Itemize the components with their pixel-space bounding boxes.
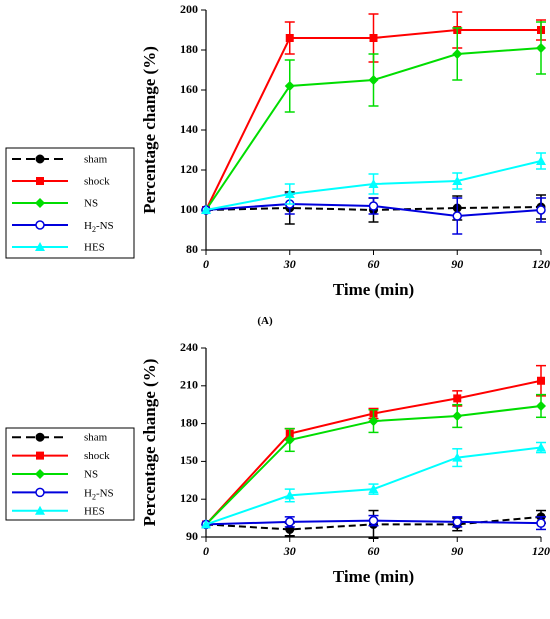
data-point <box>368 515 379 526</box>
legend-label: shock <box>84 176 110 188</box>
data-point <box>284 434 295 445</box>
x-tick-label: 60 <box>368 257 380 271</box>
legend-marker <box>35 487 45 498</box>
legend-label: sham <box>84 154 108 166</box>
chart-b: 90 120 150 180 210 240 0 30 60 90 120 Time (min) Per… <box>5 340 550 586</box>
data-point <box>369 34 378 42</box>
data-point <box>368 75 379 85</box>
data-point <box>284 189 295 198</box>
series-line <box>205 379 542 526</box>
data-point <box>536 442 546 452</box>
legend-label: NS <box>84 469 98 481</box>
data-point <box>452 176 463 185</box>
x-tick-label: 0 <box>203 257 209 271</box>
y-tick-label: 80 <box>186 242 198 256</box>
y-tick-label: 140 <box>180 122 198 136</box>
x-axis-title: Time (min) <box>333 567 414 586</box>
x-tick-label: 120 <box>532 544 550 558</box>
chart-a: 80 100 120 140 160 180 200 0 30 60 90 120 Time (min)… <box>5 2 550 299</box>
legend-label: H2-NS <box>84 220 114 235</box>
series-shock <box>202 364 546 529</box>
data-point <box>536 205 546 215</box>
legend-marker <box>36 451 44 460</box>
y-tick-label: 180 <box>180 42 198 56</box>
y-tick-label: 200 <box>180 2 198 16</box>
legend-label: HES <box>84 505 105 517</box>
legend-marker <box>36 177 44 185</box>
data-point <box>368 201 379 211</box>
y-axis-title: Percentage change (%) <box>140 359 159 527</box>
y-tick-label: 210 <box>180 378 198 392</box>
legend-marker <box>35 469 45 479</box>
x-tick-label: 90 <box>451 544 463 558</box>
legend-marker <box>35 220 45 230</box>
x-axis-title: Time (min) <box>333 280 414 299</box>
data-point <box>285 34 294 42</box>
data-point <box>536 518 546 528</box>
y-axis-title: Percentage change (%) <box>140 46 159 214</box>
legend-marker <box>35 198 45 208</box>
data-point <box>536 43 546 53</box>
x-tick-label: 30 <box>283 257 296 271</box>
data-point <box>453 394 462 403</box>
legend-label: HES <box>84 242 105 254</box>
series-h2-ns <box>201 193 546 235</box>
legend-marker <box>35 505 45 515</box>
data-point <box>284 490 295 500</box>
data-point <box>452 517 462 527</box>
legend-label: sham <box>84 432 108 444</box>
data-point <box>368 484 379 494</box>
data-point <box>452 211 462 221</box>
data-point <box>536 400 546 411</box>
x-tick-label: 120 <box>532 257 550 271</box>
y-tick-label: 150 <box>180 453 198 467</box>
y-tick-label: 120 <box>180 491 198 505</box>
data-point <box>284 81 295 91</box>
x-tick-label: 30 <box>283 544 296 558</box>
data-point <box>452 49 463 59</box>
legend-marker <box>35 242 45 251</box>
data-point <box>285 517 295 527</box>
data-point <box>201 519 211 529</box>
legend-label: shock <box>84 450 110 462</box>
data-point <box>368 179 379 188</box>
y-tick-label: 90 <box>186 529 198 543</box>
data-point <box>536 156 546 165</box>
y-tick-label: 120 <box>180 162 198 176</box>
legend-marker <box>35 154 45 164</box>
series-hes <box>201 152 546 214</box>
y-tick-label: 100 <box>180 202 198 216</box>
data-point <box>537 376 545 385</box>
data-point <box>368 416 379 427</box>
legend-label: NS <box>84 198 98 210</box>
data-point <box>201 205 211 214</box>
legend-marker <box>35 432 45 442</box>
x-tick-label: 60 <box>368 544 380 558</box>
x-tick-label: 90 <box>451 257 463 271</box>
y-tick-label: 180 <box>180 415 198 429</box>
series-h2-ns <box>201 514 546 531</box>
panel-a-label: (A) <box>257 315 273 327</box>
y-tick-label: 160 <box>180 82 198 96</box>
data-point <box>452 411 463 422</box>
legend-label: H2-NS <box>84 487 114 502</box>
data-point <box>452 452 463 462</box>
x-tick-label: 0 <box>203 544 209 558</box>
series-hes <box>201 441 546 529</box>
legend: sham shock NS H2-NS HES <box>5 147 135 259</box>
legend: sham shock NS H2-NS HES <box>5 427 135 521</box>
y-tick-label: 240 <box>180 340 198 354</box>
